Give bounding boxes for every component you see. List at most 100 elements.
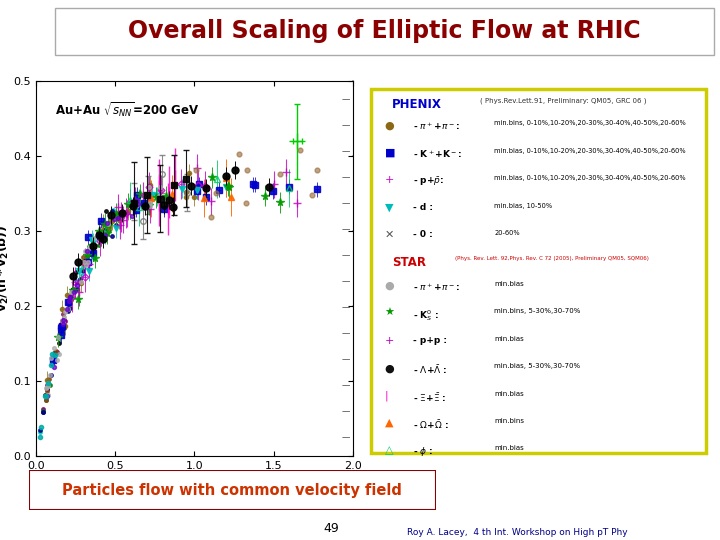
Point: [66, 288, 77, 296]
Point: [127, 212, 138, 220]
Text: —: —: [342, 329, 350, 338]
Point: [102, 220, 114, 228]
Point: [59, 308, 71, 316]
Point: [144, 199, 156, 208]
Text: Roy A. Lacey,  4 th Int. Workshop on High pT Phy: Roy A. Lacey, 4 th Int. Workshop on High…: [407, 529, 627, 537]
Text: —: —: [342, 277, 350, 286]
Text: STAR: STAR: [392, 255, 426, 268]
Point: [58, 320, 69, 329]
Text: min.bias: min.bias: [494, 446, 524, 451]
Point: [61, 305, 73, 314]
Text: min.bias: min.bias: [494, 281, 524, 287]
Point: [86, 241, 97, 249]
Text: - 0 :: - 0 :: [413, 230, 433, 239]
Text: ▼: ▼: [384, 202, 393, 213]
Text: min.bins, 5-30%,30-70%: min.bins, 5-30%,30-70%: [494, 308, 580, 314]
Text: TER: TER: [22, 36, 32, 41]
Point: [210, 188, 222, 197]
Point: [41, 382, 53, 391]
Text: —: —: [342, 381, 350, 390]
Point: [53, 349, 65, 358]
Point: [40, 392, 51, 400]
Text: ▲: ▲: [384, 418, 393, 428]
Text: —: —: [342, 95, 350, 104]
Point: [63, 297, 75, 306]
Point: [68, 288, 80, 296]
Point: [132, 200, 143, 208]
Text: 49: 49: [323, 522, 339, 535]
Point: [45, 361, 57, 370]
Point: [78, 258, 90, 266]
Text: +: +: [384, 175, 394, 185]
Text: min.bias, 5-30%,30-70%: min.bias, 5-30%,30-70%: [494, 363, 580, 369]
Point: [64, 293, 76, 302]
Point: [112, 214, 123, 222]
Text: —: —: [342, 225, 350, 234]
Text: ■: ■: [384, 148, 395, 158]
Point: [240, 198, 252, 207]
Point: [53, 332, 64, 341]
FancyBboxPatch shape: [29, 470, 436, 510]
Point: [71, 280, 83, 289]
Point: [274, 170, 286, 178]
Text: +: +: [384, 336, 394, 346]
Text: —: —: [342, 251, 350, 260]
Point: [81, 247, 93, 256]
Point: [153, 192, 164, 200]
Text: min.bias: min.bias: [494, 390, 524, 396]
Text: min.bias: min.bias: [494, 336, 524, 342]
Point: [41, 391, 53, 400]
Text: MAT-: MAT-: [21, 25, 33, 30]
Text: min.bias, 10-50%: min.bias, 10-50%: [494, 202, 552, 208]
Text: ( Phys.Rev.Lett.91, Preliminary: QM05, GRC 06 ): ( Phys.Rev.Lett.91, Preliminary: QM05, G…: [480, 98, 647, 104]
Point: [42, 381, 53, 390]
Point: [83, 257, 94, 266]
Y-axis label: $\mathbf{v_2/(n*v_2(b))}$: $\mathbf{v_2/(n*v_2(b))}$: [0, 225, 11, 312]
Point: [75, 278, 86, 287]
Text: PHENIX: PHENIX: [392, 98, 441, 111]
Text: - $\Omega$+$\bar{\Omega}$ :: - $\Omega$+$\bar{\Omega}$ :: [413, 418, 449, 431]
Point: [307, 191, 318, 199]
Text: —: —: [342, 173, 350, 182]
Text: - K$^0_S$ :: - K$^0_S$ :: [413, 308, 439, 323]
Point: [191, 165, 202, 174]
Text: - $\Xi$+$\bar{\Xi}$ :: - $\Xi$+$\bar{\Xi}$ :: [413, 390, 446, 403]
Text: - d :: - d :: [413, 202, 433, 212]
Point: [131, 200, 143, 209]
Text: - $\pi^+$+$\pi^-$:: - $\pi^+$+$\pi^-$:: [413, 281, 459, 293]
Text: (Phys. Rev. Lett. 92,Phys. Rev. C 72 (2005), Preliminary QM05, SQM06): (Phys. Rev. Lett. 92,Phys. Rev. C 72 (20…: [455, 255, 649, 260]
Point: [101, 219, 112, 227]
Text: min.bins: min.bins: [494, 418, 524, 424]
Point: [108, 215, 120, 224]
Point: [99, 231, 111, 239]
Point: [80, 261, 91, 269]
Text: —: —: [342, 355, 350, 364]
Text: ★: ★: [384, 308, 395, 319]
Point: [58, 316, 69, 325]
Text: min.bias, 0-10%,10-20%,20-30%,30-40%,40-50%,20-60%: min.bias, 0-10%,10-20%,20-30%,30-40%,40-…: [494, 148, 685, 154]
Point: [45, 354, 57, 362]
Text: - $\phi$ :: - $\phi$ :: [413, 446, 433, 458]
Text: —: —: [342, 407, 350, 416]
Text: △: △: [384, 446, 393, 455]
Text: 2009: 2009: [11, 62, 36, 71]
Text: 20-60%: 20-60%: [494, 230, 520, 236]
Text: —: —: [342, 147, 350, 156]
Point: [49, 350, 60, 359]
Point: [58, 318, 69, 326]
Point: [36, 423, 48, 431]
Text: min.bins, 0-10%,10-20%,20-30%,30-40%,40-50%,20-60%: min.bins, 0-10%,10-20%,20-30%,30-40%,40-…: [494, 120, 686, 126]
Point: [294, 146, 306, 154]
Point: [88, 234, 99, 242]
Text: —: —: [342, 122, 350, 130]
Point: [144, 201, 156, 210]
Point: [42, 378, 54, 387]
Text: - $\pi^+$+$\pi^-$:: - $\pi^+$+$\pi^-$:: [413, 120, 459, 132]
Point: [51, 355, 63, 364]
Text: —: —: [342, 303, 350, 312]
Text: —: —: [342, 199, 350, 208]
FancyBboxPatch shape: [371, 89, 706, 453]
Text: - K$^+$+K$^-$:: - K$^+$+K$^-$:: [413, 148, 462, 159]
Point: [79, 247, 91, 255]
Point: [40, 392, 52, 401]
